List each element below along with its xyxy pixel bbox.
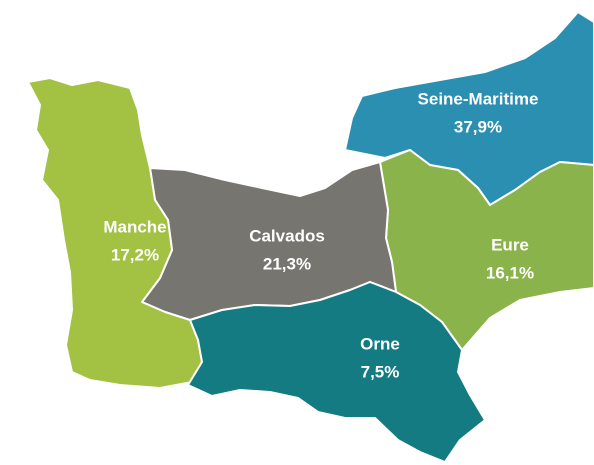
labels: Seine-Maritime 37,9% Eure 16,1% Calvados 21,3… — [103, 89, 538, 381]
region-name: Manche — [103, 217, 166, 236]
region-name: Calvados — [249, 226, 325, 245]
regions — [27, 11, 594, 463]
region-value: 16,1% — [486, 263, 534, 282]
region-name: Orne — [360, 334, 400, 353]
region — [187, 281, 486, 463]
region-value: 37,9% — [454, 117, 502, 136]
region-value: 17,2% — [111, 245, 159, 264]
region-name: Seine-Maritime — [418, 89, 539, 108]
region-name: Eure — [491, 235, 529, 254]
region-value: 7,5% — [361, 362, 400, 381]
region-value: 21,3% — [263, 254, 311, 273]
